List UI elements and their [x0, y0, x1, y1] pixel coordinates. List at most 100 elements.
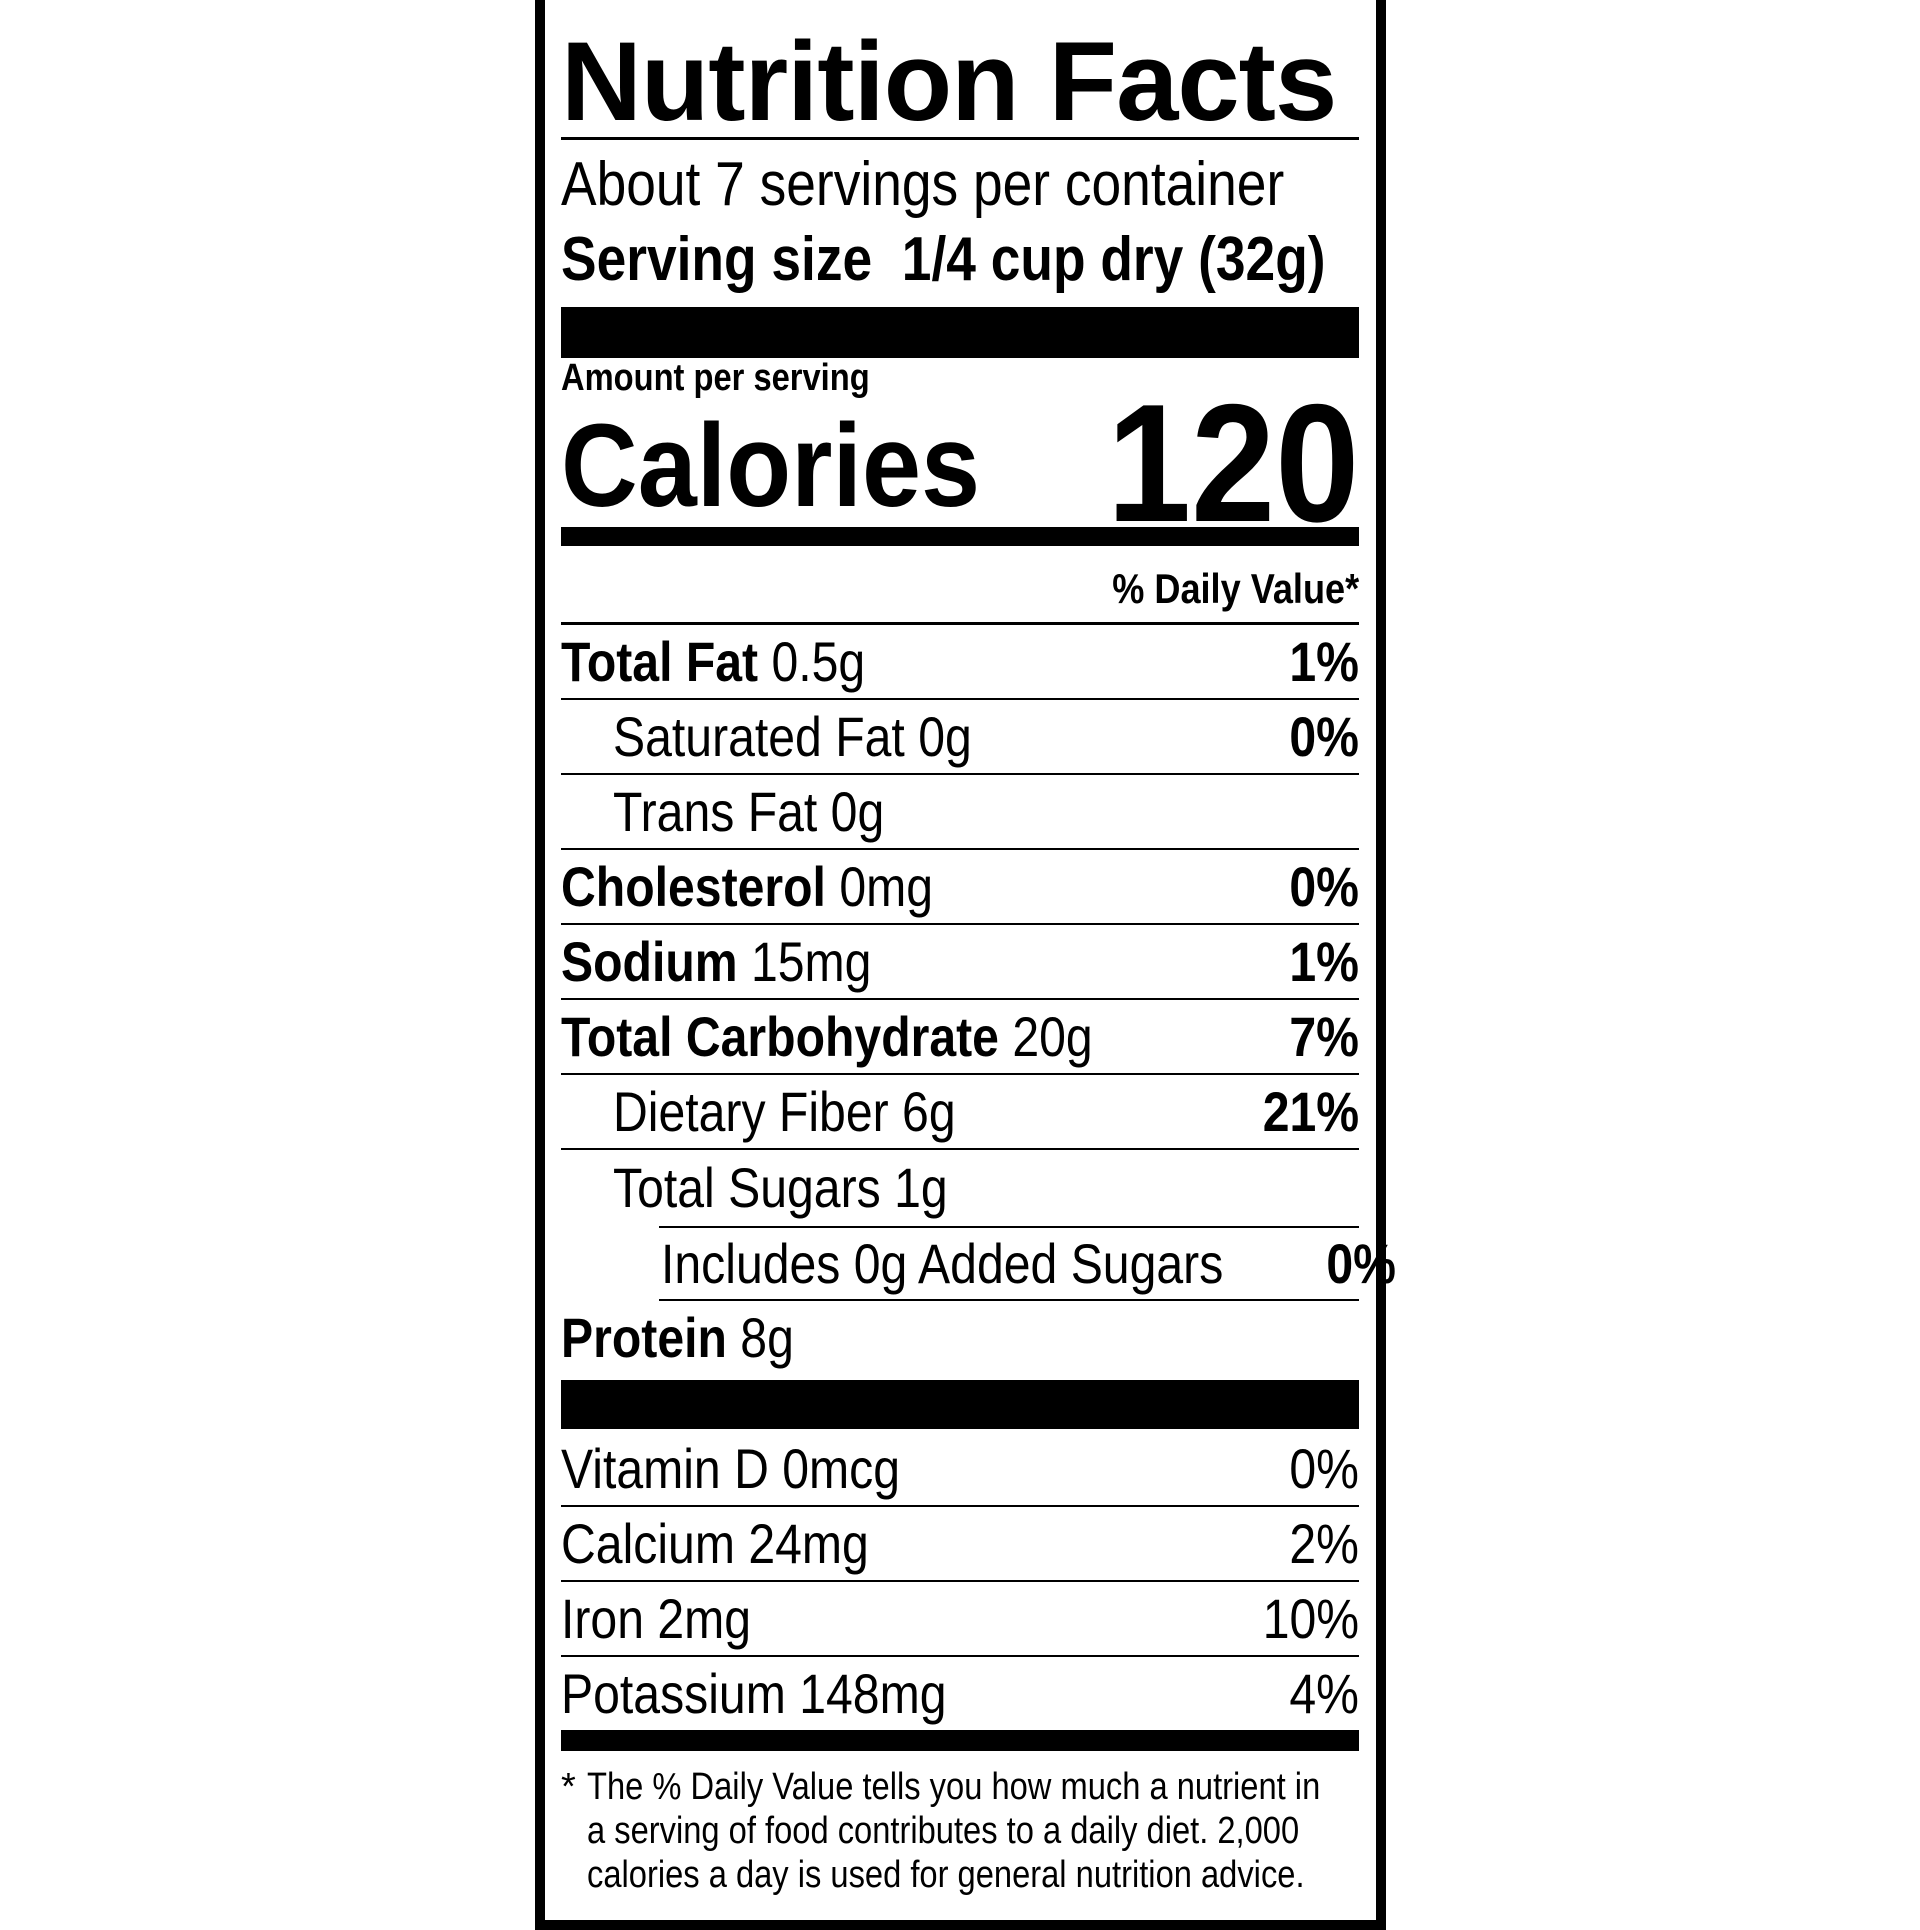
nutrient-name: Cholesterol: [561, 855, 826, 918]
daily-value-percent: 0%: [1289, 1437, 1359, 1500]
nutrient-row: Cholesterol 0mg 0%: [561, 850, 1359, 925]
nutrient-row: Sodium 15mg 1%: [561, 925, 1359, 1000]
nutrient-amount: 0g: [830, 780, 885, 843]
servings-text: About 7 servings per container: [561, 150, 1285, 219]
nutrient-amount: 0.5g: [771, 630, 866, 693]
nutrient-amount: 20g: [1012, 1005, 1093, 1068]
daily-value-percent: 2%: [1289, 1512, 1359, 1575]
nutrient-row: Protein 8g: [561, 1301, 1359, 1374]
nutrient-label: Calcium 24mg: [561, 1511, 919, 1576]
daily-value: 0%: [1315, 1231, 1396, 1296]
vitamin-row: Iron 2mg 10%: [561, 1582, 1359, 1657]
calories-label: Calories: [561, 400, 981, 532]
serving-size-line: Serving size 1/4 cup dry (32g): [561, 225, 1326, 295]
vitamin-row: Vitamin D 0mcg 0%: [561, 1432, 1359, 1507]
nutrient-name: Sodium: [561, 930, 738, 993]
nutrient-amount: 24mg: [748, 1512, 869, 1575]
servings-per-container: About 7 servings per container: [561, 150, 1359, 220]
nutrient-label: Sodium 15mg: [561, 929, 922, 994]
nutrient-amount: 2mg: [657, 1587, 752, 1650]
nutrient-row: Dietary Fiber 6g 21%: [561, 1075, 1359, 1150]
daily-value: 0%: [1278, 854, 1359, 919]
nutrient-row: Total Fat 0.5g 1%: [561, 625, 1359, 700]
nutrient-row: Trans Fat 0g: [561, 775, 1359, 850]
daily-value-percent: 4%: [1289, 1662, 1359, 1725]
daily-value: 1%: [1278, 629, 1359, 694]
daily-value-percent: 0%: [1326, 1231, 1396, 1295]
nutrient-amount: 15mg: [750, 930, 872, 993]
nutrient-label: Total Carbohydrate 20g: [561, 1004, 1179, 1069]
calories-value: 120: [1106, 369, 1359, 557]
nutrient-label: Cholesterol 0mg: [561, 854, 994, 919]
nutrient-list: Total Fat 0.5g 1% Saturated Fat 0g 0% Trans …: [561, 622, 1396, 1374]
nutrient-name: Protein: [561, 1305, 727, 1369]
daily-value: 0%: [1278, 1436, 1359, 1501]
label-title: Nutrition Facts: [561, 22, 1359, 142]
nutrient-label: Includes 0g Added Sugars: [659, 1231, 1315, 1296]
nutrient-name: Calcium: [561, 1512, 735, 1575]
nutrient-row: Total Sugars 1g: [561, 1150, 1359, 1226]
footnote-line: a serving of food contributes to a daily…: [587, 1810, 1300, 1852]
daily-value: 0%: [1278, 704, 1359, 769]
thick-divider: [561, 307, 1359, 358]
footnote-star: *: [561, 1766, 576, 1808]
vitamin-row: Potassium 148mg 4%: [561, 1657, 1359, 1730]
footnote-line: calories a day is used for general nutri…: [587, 1854, 1305, 1896]
daily-value: 7%: [1278, 1004, 1359, 1069]
nutrient-amount: 6g: [902, 1080, 956, 1143]
nutrient-amount: 1g: [894, 1156, 948, 1220]
nutrient-label: Total Fat 0.5g: [561, 629, 915, 694]
divider: [561, 137, 1359, 140]
daily-value: 21%: [1247, 1079, 1359, 1144]
nutrient-label: Saturated Fat 0g: [561, 704, 1030, 769]
daily-value: 10%: [1247, 1586, 1359, 1651]
nutrient-name: Dietary Fiber: [613, 1080, 889, 1143]
nutrient-amount: 0mcg: [782, 1437, 901, 1500]
nutrient-name: Total Sugars: [613, 1156, 881, 1220]
nutrient-name: Potassium: [561, 1662, 786, 1725]
thick-divider: [561, 1380, 1359, 1429]
medium-divider: [561, 527, 1359, 546]
nutrient-name: Includes 0g Added Sugars: [661, 1231, 1224, 1295]
nutrient-label: Vitamin D 0mcg: [561, 1436, 955, 1501]
daily-value-percent: 0%: [1289, 855, 1359, 918]
nutrient-name: Total Carbohydrate: [561, 1005, 999, 1068]
footnote: * The % Daily Value tells you how much a…: [561, 1765, 1359, 1897]
nutrient-amount: 0g: [918, 705, 972, 768]
nutrient-label: Dietary Fiber 6g: [561, 1079, 1011, 1144]
serving-size-label: Serving size: [561, 225, 873, 294]
nutrient-name: Iron: [561, 1587, 644, 1650]
nutrient-name: Vitamin D: [561, 1437, 769, 1500]
daily-value-percent: 7%: [1289, 1005, 1359, 1068]
amount-per-serving-text: Amount per serving: [561, 357, 870, 399]
nutrient-name: Total Fat: [561, 630, 759, 693]
daily-value-percent: 21%: [1262, 1080, 1359, 1143]
daily-value: 4%: [1278, 1661, 1359, 1726]
nutrient-label: Total Sugars 1g: [561, 1155, 1002, 1220]
nutrient-name: Trans Fat: [613, 780, 818, 843]
daily-value-header-text: % Daily Value*: [1112, 565, 1359, 612]
medium-divider: [561, 1730, 1359, 1751]
nutrient-amount: 0mg: [839, 855, 934, 918]
amount-per-serving: Amount per serving: [561, 358, 920, 398]
nutrient-row: Includes 0g Added Sugars 0%: [659, 1225, 1396, 1301]
nutrient-label: Potassium 148mg: [561, 1661, 1009, 1726]
daily-value: 1%: [1278, 929, 1359, 994]
daily-value-percent: 10%: [1262, 1587, 1359, 1650]
nutrient-row: Total Carbohydrate 20g 7%: [561, 1000, 1359, 1075]
vitamin-list: Vitamin D 0mcg 0% Calcium 24mg 2% Iron 2mg 10…: [561, 1432, 1359, 1730]
serving-size: Serving size 1/4 cup dry (32g): [561, 225, 1359, 295]
nutrient-amount: 8g: [740, 1305, 794, 1369]
daily-value-percent: 1%: [1289, 630, 1359, 693]
daily-value-percent: 0%: [1289, 705, 1359, 768]
nutrient-name: Saturated Fat: [613, 705, 905, 768]
nutrient-amount: 148mg: [799, 1662, 947, 1725]
nutrient-label: Protein 8g: [561, 1305, 832, 1370]
vitamin-row: Calcium 24mg 2%: [561, 1507, 1359, 1582]
daily-value-header: % Daily Value*: [561, 565, 1359, 613]
calories-row: Calories 120: [561, 369, 1359, 557]
daily-value-percent: 1%: [1289, 930, 1359, 993]
footnote-line: The % Daily Value tells you how much a n…: [587, 1766, 1321, 1808]
nutrient-row: Saturated Fat 0g 0%: [561, 700, 1359, 775]
serving-size-value: 1/4 cup dry (32g): [901, 225, 1326, 294]
